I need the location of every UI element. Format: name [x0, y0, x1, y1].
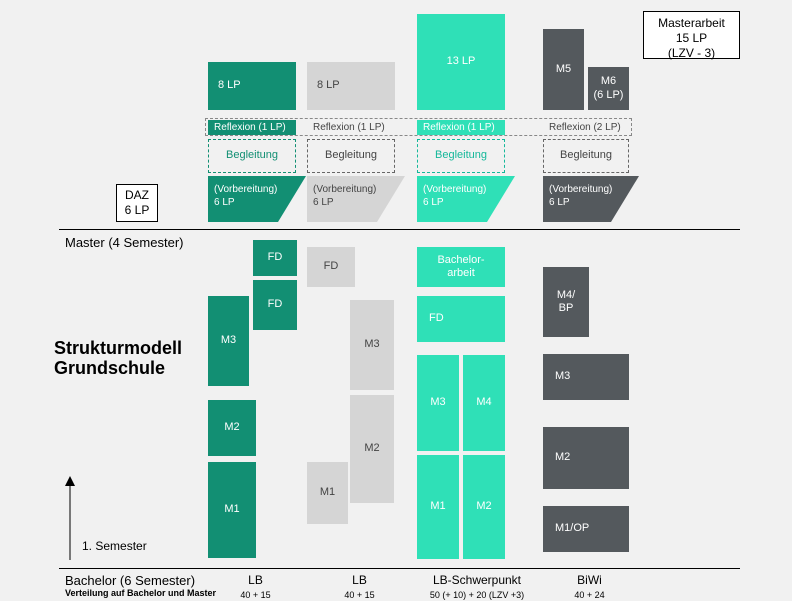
module-m5: M5 — [543, 29, 584, 110]
c3-m2: M2 — [463, 455, 505, 559]
c4-m4bp: M4/ BP — [543, 267, 589, 337]
semester1-label: 1. Semester — [82, 539, 147, 553]
reflexion-col2: Reflexion (1 LP) — [307, 120, 395, 135]
c1-fd: FD — [253, 280, 297, 330]
c2-m1: M1 — [307, 462, 348, 524]
top-col3-13lp: 13 LP — [417, 14, 505, 110]
c2-fd: FD — [307, 247, 355, 287]
vorb4-l1: (Vorbereitung) — [549, 184, 612, 195]
vorb2-l2: 6 LP — [313, 197, 334, 208]
c3-m1: M1 — [417, 455, 459, 559]
masterarbeit-box: Masterarbeit 15 LP (LZV - 3) — [643, 11, 740, 59]
master-label: Master (4 Semester) — [65, 235, 183, 250]
vorb3-l1: (Vorbereitung) — [423, 184, 486, 195]
c3-bachelorarbeit: Bachelor- arbeit — [417, 247, 505, 287]
top-col1-8lp: 8 LP — [208, 62, 296, 110]
fc1-l2: 40 + 15 — [240, 590, 270, 600]
vorb-col3-text: (Vorbereitung) 6 LP — [423, 183, 486, 209]
fc2-l2: 40 + 15 — [344, 590, 374, 600]
fc4-l2: 40 + 24 — [574, 590, 604, 600]
fc3-l2: 50 (+ 10) + 20 (LZV +3) — [430, 590, 524, 600]
masterarbeit-l2: 15 LP — [676, 31, 707, 45]
c2-m2: M2 — [350, 395, 394, 503]
vorb-col4-text: (Vorbereitung) 6 LP — [549, 183, 612, 209]
c3-m3: M3 — [417, 355, 459, 451]
semester-arrow — [64, 476, 78, 560]
separator-top — [59, 229, 740, 230]
title-line1: Strukturmodell — [54, 338, 182, 359]
begleitung-col3: Begleitung — [417, 139, 505, 173]
c1-fd-top: FD — [253, 240, 297, 276]
begleitung-col2: Begleitung — [307, 139, 395, 173]
begleitung-col4: Begleitung — [543, 139, 629, 173]
fc4-l1: BiWi — [577, 573, 602, 587]
masterarbeit-l1: Masterarbeit — [658, 16, 725, 30]
begleitung-col1: Begleitung — [208, 139, 296, 173]
fc1-l1: LB — [248, 573, 263, 587]
reflexion-col4: Reflexion (2 LP) — [543, 120, 629, 135]
c1-m1: M1 — [208, 462, 256, 558]
m6-l1: M6 — [601, 75, 616, 88]
c4-m2: M2 — [543, 427, 629, 489]
vorb2-l1: (Vorbereitung) — [313, 184, 376, 195]
vorb1-l2: 6 LP — [214, 197, 235, 208]
reflexion-col1: Reflexion (1 LP) — [208, 120, 296, 135]
vorb-col1-text: (Vorbereitung) 6 LP — [214, 183, 277, 209]
c4-m1op: M1/OP — [543, 506, 629, 552]
c3-ba-l2: arbeit — [447, 267, 475, 280]
daz-l2: 6 LP — [125, 203, 150, 217]
vorb1-l1: (Vorbereitung) — [214, 184, 277, 195]
c3-m4: M4 — [463, 355, 505, 451]
fc3-l1: LB-Schwerpunkt — [433, 573, 521, 587]
c4-m3: M3 — [543, 354, 629, 400]
c2-m3: M3 — [350, 300, 394, 390]
vorb3-l2: 6 LP — [423, 197, 444, 208]
vorb-col2-text: (Vorbereitung) 6 LP — [313, 183, 376, 209]
daz-l1: DAZ — [125, 188, 149, 202]
title-line2: Grundschule — [54, 358, 165, 379]
top-col2-8lp: 8 LP — [307, 62, 395, 110]
vorb4-l2: 6 LP — [549, 197, 570, 208]
daz-box: DAZ 6 LP — [116, 184, 158, 222]
module-m6: M6 (6 LP) — [588, 67, 629, 110]
c1-m3: M3 — [208, 296, 249, 386]
bachelor-label: Bachelor (6 Semester) — [65, 573, 195, 588]
masterarbeit-l3: (LZV - 3) — [668, 46, 715, 60]
c1-m2: M2 — [208, 400, 256, 456]
reflexion-col3: Reflexion (1 LP) — [417, 120, 505, 135]
separator-bottom — [59, 568, 740, 569]
c3-ba-l1: Bachelor- — [437, 254, 484, 267]
c3-fd: FD — [417, 296, 505, 342]
m6-l2: (6 LP) — [594, 89, 624, 102]
fc2-l1: LB — [352, 573, 367, 587]
